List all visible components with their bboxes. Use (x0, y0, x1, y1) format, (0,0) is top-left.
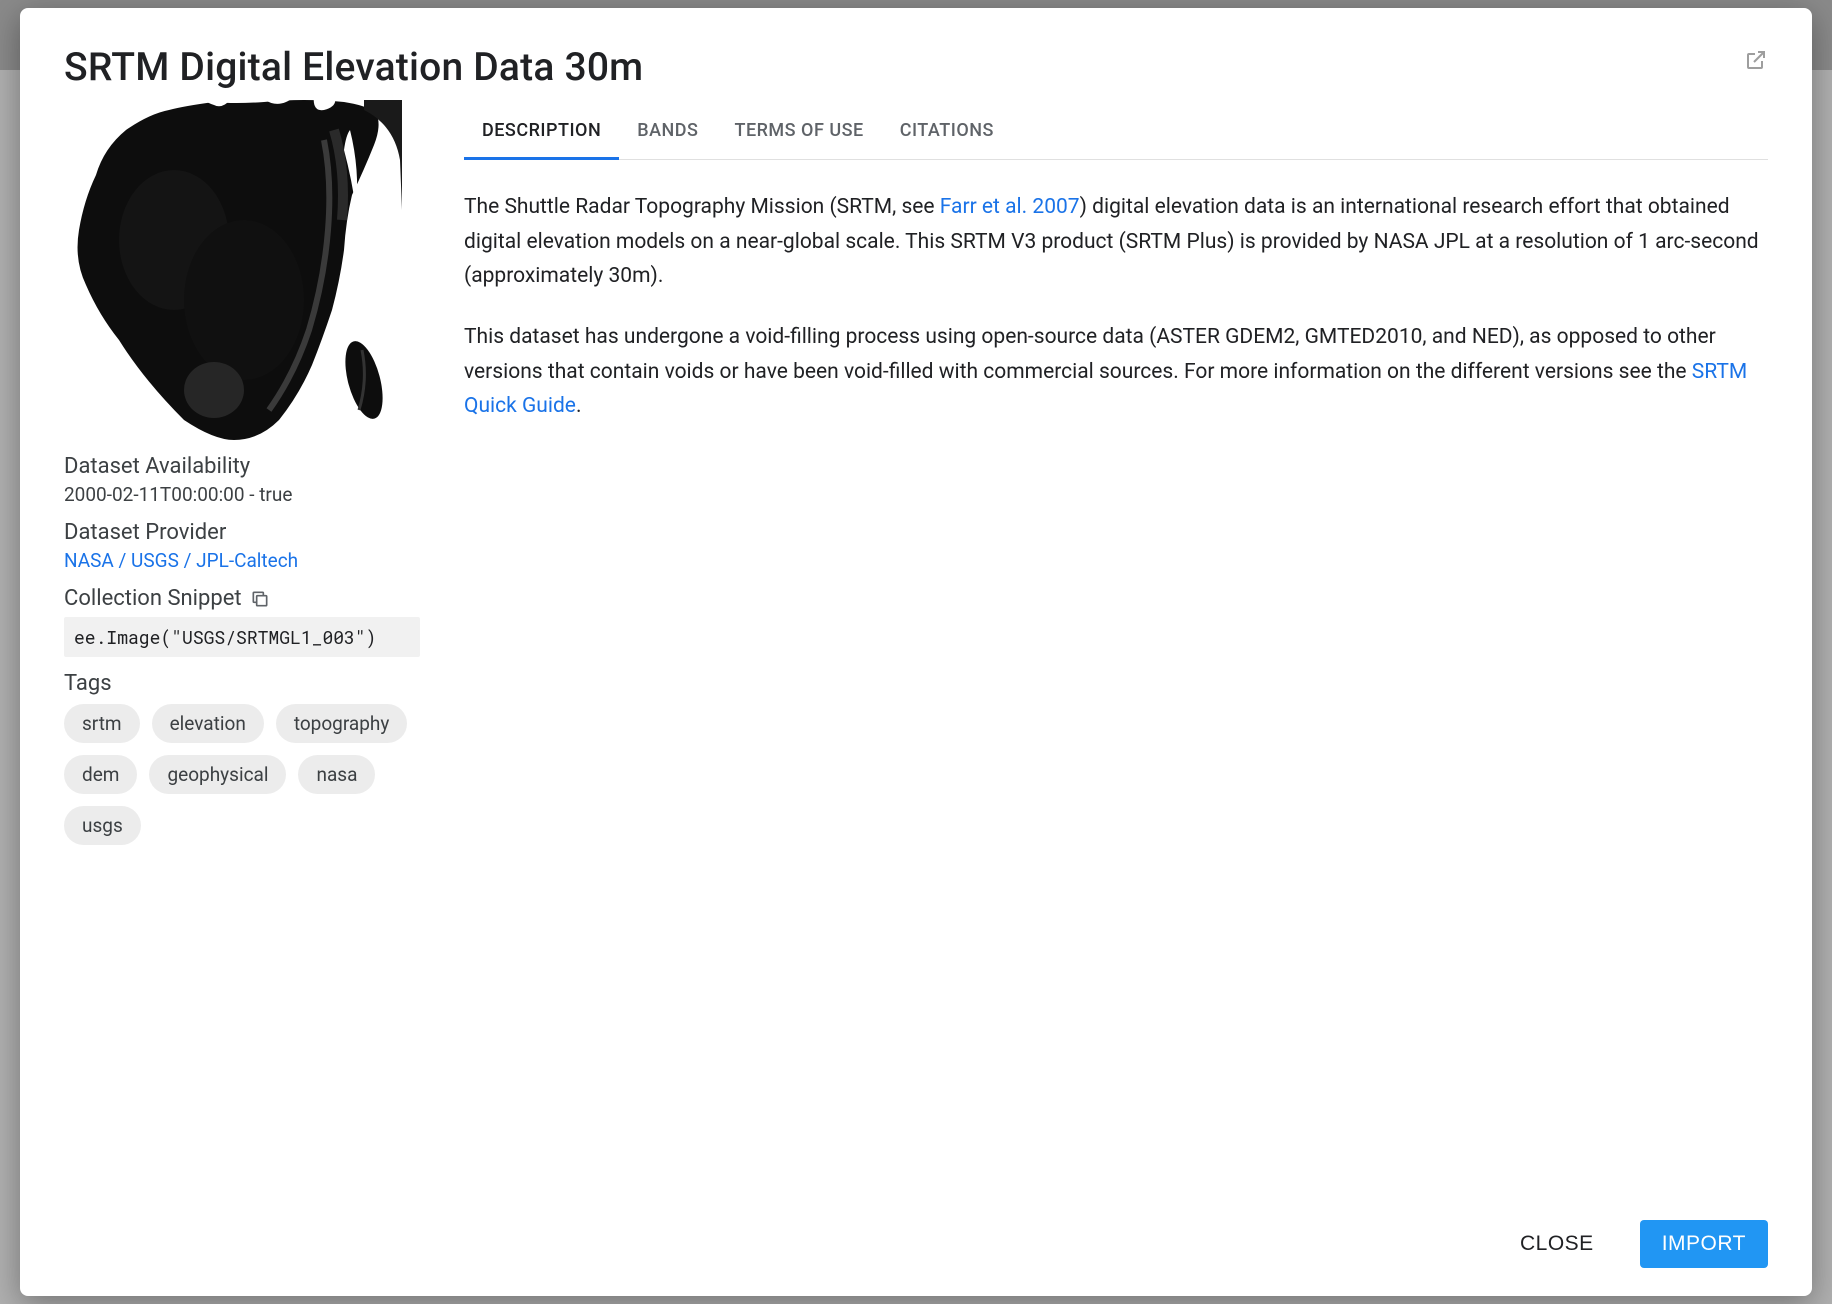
tag-srtm[interactable]: srtm (64, 704, 140, 743)
dialog-footer: CLOSE IMPORT (64, 1200, 1768, 1268)
description-content: The Shuttle Radar Topography Mission (SR… (464, 160, 1768, 450)
tab-terms-of-use[interactable]: TERMS OF USE (716, 106, 881, 160)
open-external-icon[interactable] (1744, 48, 1768, 72)
dialog-body: Dataset Availability 2000-02-11T00:00:00… (64, 100, 1768, 1200)
tags-label: Tags (64, 671, 424, 696)
tag-topography[interactable]: topography (276, 704, 408, 743)
dataset-thumbnail (64, 100, 402, 440)
snippet-code[interactable]: ee.Image("USGS/SRTMGL1_003") (64, 617, 420, 657)
availability-section: Dataset Availability 2000-02-11T00:00:00… (64, 454, 424, 506)
dataset-dialog: SRTM Digital Elevation Data 30m (20, 8, 1812, 1296)
dialog-header: SRTM Digital Elevation Data 30m (64, 44, 1768, 90)
desc-p2-pre: This dataset has undergone a void-fillin… (464, 325, 1716, 384)
tag-dem[interactable]: dem (64, 755, 137, 794)
desc-p2-post: . (576, 394, 582, 418)
close-button[interactable]: CLOSE (1498, 1220, 1616, 1268)
availability-label: Dataset Availability (64, 454, 424, 479)
tag-elevation[interactable]: elevation (152, 704, 264, 743)
import-button[interactable]: IMPORT (1640, 1220, 1768, 1268)
tab-citations[interactable]: CITATIONS (882, 106, 1012, 160)
copy-icon[interactable] (250, 589, 270, 609)
desc-p1-link[interactable]: Farr et al. 2007 (940, 195, 1080, 219)
tab-description[interactable]: DESCRIPTION (464, 106, 619, 160)
desc-p1-pre: The Shuttle Radar Topography Mission (SR… (464, 195, 940, 219)
sidebar: Dataset Availability 2000-02-11T00:00:00… (64, 100, 424, 1200)
provider-section: Dataset Provider NASA / USGS / JPL-Calte… (64, 520, 424, 572)
snippet-label: Collection Snippet (64, 586, 242, 611)
tab-bands[interactable]: BANDS (619, 106, 716, 160)
main-content: DESCRIPTIONBANDSTERMS OF USECITATIONS Th… (464, 100, 1768, 1200)
tag-usgs[interactable]: usgs (64, 806, 141, 845)
provider-label: Dataset Provider (64, 520, 424, 545)
tag-geophysical[interactable]: geophysical (149, 755, 286, 794)
tabs: DESCRIPTIONBANDSTERMS OF USECITATIONS (464, 106, 1768, 160)
provider-link[interactable]: NASA / USGS / JPL-Caltech (64, 549, 298, 572)
availability-value: 2000-02-11T00:00:00 - true (64, 483, 424, 506)
tag-nasa[interactable]: nasa (298, 755, 375, 794)
snippet-section: Collection Snippet ee.Image("USGS/SRTMGL… (64, 586, 424, 657)
dialog-title: SRTM Digital Elevation Data 30m (64, 44, 643, 90)
tags-section: Tags srtm elevation topography dem geophysic… (64, 671, 424, 845)
